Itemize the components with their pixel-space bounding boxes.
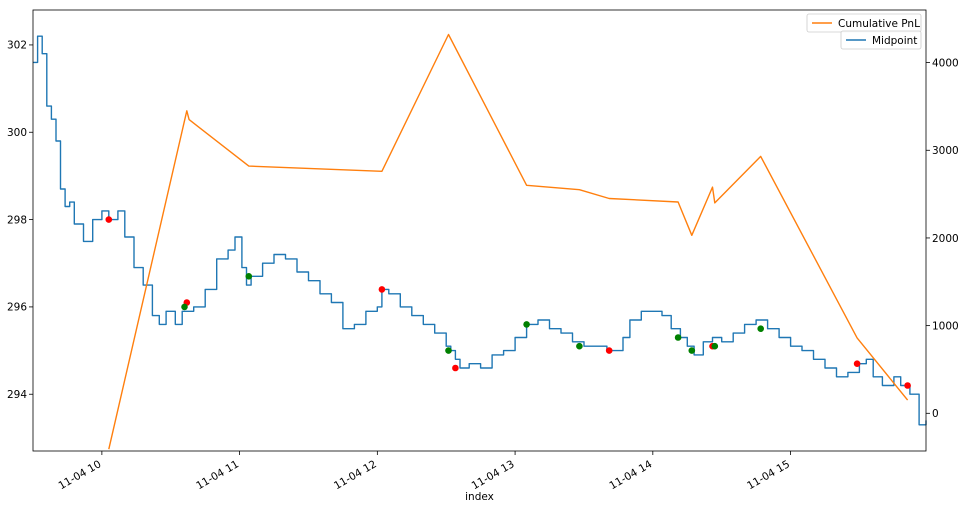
green-marker-0 xyxy=(181,303,188,311)
green-marker-3 xyxy=(523,321,530,328)
left-tick-label-0: 294 xyxy=(7,389,27,401)
legend: Cumulative PnL Midpoint xyxy=(806,13,922,50)
series-cumulative-pnl-line xyxy=(108,33,909,450)
green-marker-5 xyxy=(674,334,682,341)
green-marker-7 xyxy=(711,342,719,350)
red-marker-0 xyxy=(105,216,113,223)
marker-layer xyxy=(105,216,911,389)
left-tick-label-3: 300 xyxy=(7,127,27,139)
legend-label-0: Cumulative PnL xyxy=(838,18,920,30)
red-marker-3 xyxy=(452,364,459,372)
legend-label-1: Midpoint xyxy=(872,35,917,47)
red-marker-2 xyxy=(378,286,386,293)
red-marker-7 xyxy=(904,382,911,389)
right-tick-label-0: 0 xyxy=(932,408,939,420)
legend-box-1 xyxy=(840,30,922,50)
left-tick-label-4: 302 xyxy=(7,40,27,52)
right-tick-label-1: 1000 xyxy=(932,320,959,332)
green-marker-8 xyxy=(757,325,764,333)
left-tick-label-1: 296 xyxy=(7,302,27,314)
plot-frame xyxy=(32,9,927,452)
x-axis-label: index xyxy=(465,491,494,503)
series-layer xyxy=(33,33,927,450)
right-tick-label-4: 4000 xyxy=(932,57,959,69)
series-midpoint-line xyxy=(33,35,927,426)
green-marker-6 xyxy=(688,347,696,354)
green-marker-2 xyxy=(445,347,452,354)
right-y-axis: 0 1000 2000 3000 4000 xyxy=(926,57,959,420)
green-marker-1 xyxy=(245,273,253,280)
right-tick-label-3: 3000 xyxy=(932,145,959,157)
left-tick-label-2: 298 xyxy=(7,214,27,226)
left-y-axis: 294 296 298 300 302 xyxy=(7,40,33,401)
right-tick-label-2: 2000 xyxy=(932,233,959,245)
red-marker-6 xyxy=(853,360,861,368)
red-marker-4 xyxy=(605,347,613,354)
green-marker-4 xyxy=(576,342,583,350)
